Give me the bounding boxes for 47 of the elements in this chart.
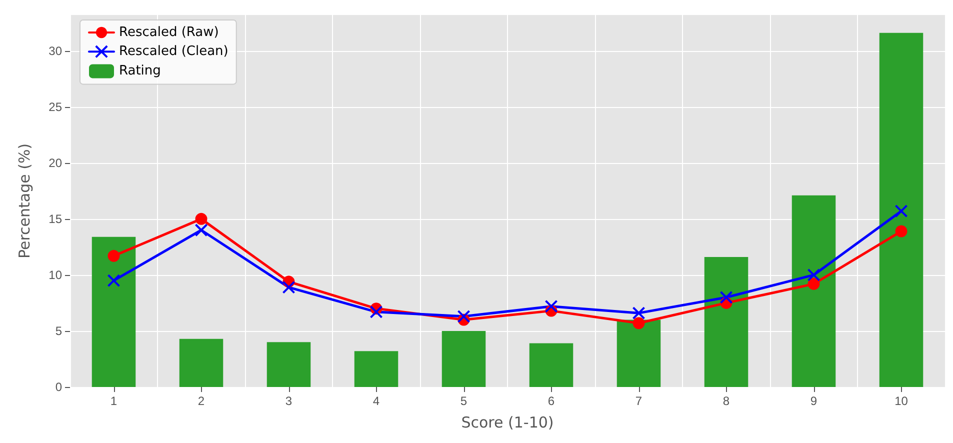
point — [894, 204, 908, 218]
point — [108, 250, 120, 262]
x-tick-label: 6 — [548, 394, 555, 408]
bar — [704, 257, 748, 387]
x-tick-label: 1 — [110, 394, 118, 408]
bar — [879, 32, 924, 387]
point — [370, 305, 383, 318]
y-tick-label: 25 — [48, 100, 62, 114]
x-tick-label: 9 — [810, 394, 818, 408]
x-tick-label: 10 — [894, 394, 908, 408]
y-tick-label: 0 — [55, 380, 62, 394]
bar — [354, 351, 398, 387]
x-tick-label: 3 — [285, 394, 292, 408]
point — [195, 212, 208, 225]
point — [544, 300, 558, 313]
bar — [442, 330, 486, 387]
point — [720, 290, 733, 304]
x-tick-label: 4 — [372, 394, 380, 408]
x-tick-label: 5 — [460, 394, 468, 408]
y-tick-label: 30 — [48, 44, 62, 58]
point — [282, 280, 296, 294]
x-tick-label: 2 — [198, 394, 205, 408]
x-axis-title: Score (1-10) — [461, 414, 554, 432]
bar — [179, 338, 224, 387]
point — [807, 268, 820, 282]
x-tick-label: 8 — [722, 394, 730, 408]
legend-label: Rescaled (Raw) — [119, 25, 219, 40]
bar — [529, 343, 574, 387]
bar — [92, 236, 136, 387]
y-axis-title: Percentage (%) — [16, 143, 34, 259]
x-tick-label: 7 — [635, 394, 642, 408]
bar — [792, 195, 836, 387]
point — [632, 317, 645, 330]
bar — [616, 320, 661, 387]
legend-label: Rescaled (Clean) — [119, 44, 228, 60]
y-tick-label: 15 — [48, 212, 62, 226]
point — [107, 274, 120, 288]
point — [895, 225, 908, 238]
legend-label: Rating — [119, 64, 161, 79]
point — [632, 306, 646, 320]
y-tick-label: 20 — [48, 156, 62, 170]
y-tick-label: 5 — [55, 324, 62, 338]
bar — [266, 342, 311, 387]
point — [194, 224, 208, 237]
point — [457, 310, 470, 323]
point — [808, 278, 820, 290]
y-tick-label: 10 — [48, 268, 62, 282]
